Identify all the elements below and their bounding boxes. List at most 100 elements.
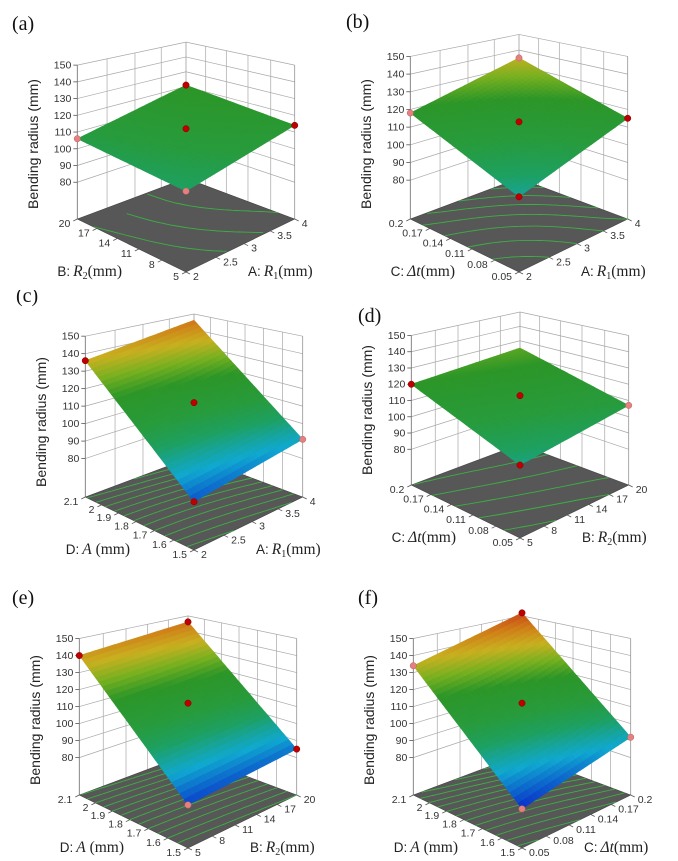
axis2-tick-mark [157,259,162,263]
axis2-tick-mark [468,514,474,518]
axis2-tick-mark [447,504,452,507]
axis2-tick-label: 1.7 [133,530,148,542]
design-point [182,125,190,133]
z-axis-title: Bending radius (mm) [358,79,374,209]
design-point [515,54,523,62]
axis1-tick-label: 17 [616,494,628,506]
axis2-title: B: R2(mm) [57,263,122,282]
z-tick-label: 120 [54,110,72,122]
gridline-z [193,329,303,355]
axis1-tick-label: 14 [264,813,276,825]
axis2-tick-mark [73,218,78,222]
axis1-tick-label: 8 [551,525,557,537]
z-tick-label: 150 [56,633,74,645]
axis1-title-unit: (mm) [280,839,314,856]
design-point [515,118,523,126]
axis2-tick-mark [144,828,149,832]
contour-line [167,790,287,839]
axis2-tick-label: 0.17 [403,494,424,506]
axis2-tick-mark [446,238,451,241]
gridline-z [193,313,303,337]
axis2-title: C: Δt(mm) [392,529,456,546]
axis2-tick-label: 1.5 [172,549,187,561]
design-point [625,401,633,409]
axis2-tick-mark [467,248,473,252]
axis2-tick-mark [189,549,195,553]
response-surface [76,84,296,192]
axis1-tick-mark [270,230,275,234]
z-tick-label: 130 [54,93,72,105]
axis2-tick-mark [169,539,174,543]
axis2-tick-label: 0.08 [467,259,488,271]
z-tick-label: 100 [387,139,405,151]
axis1-tick-label: 4 [302,218,308,230]
contour-line [164,493,294,537]
z-tick-label: 130 [62,366,80,378]
axis1-tick-mark [277,804,282,807]
contour-line [467,239,578,248]
axis1-title: A: R1(mm) [248,263,313,282]
axis1-tick-mark [588,504,593,507]
axis1-title: B: R2(mm) [250,839,315,858]
axis2-tick-label: 1.6 [146,837,161,849]
axis2-tick-label: 1.6 [152,539,167,551]
surface-plot-d: 809010011012013014015058111417200.050.08… [358,305,648,549]
z-tick-label: 90 [68,436,80,448]
z-tick-label: 130 [56,667,74,679]
gridline-z [77,41,187,66]
z-axis-title: Bending radius (mm) [33,357,49,487]
axis2-tick-label: 0.08 [468,525,489,537]
design-point [182,187,190,195]
axis1-tick-label: 4 [635,218,641,230]
axis1-title-subscript: 1 [606,271,611,282]
axis1-tick-label: 3.5 [610,230,625,242]
axis1-title-unit: (mm) [611,263,645,280]
axis2-tick-label: 2 [89,504,95,516]
axis2-tick-mark [490,259,495,263]
design-point [624,114,632,122]
response-surface [410,347,630,466]
axis2-title: D: A (mm) [60,839,124,856]
gridline-z [185,86,295,116]
z-tick-label: 150 [388,330,406,342]
contour-line [177,794,297,844]
z-tick-label: 140 [387,69,405,81]
axis2-tick-label: 0.11 [446,514,466,526]
design-point [406,109,414,117]
axis1-tick-mark [256,814,261,817]
gridline-z [411,311,521,336]
z-axis-title: Bending radius (mm) [25,79,41,209]
axis2-tick-mark [514,271,520,275]
z-tick-label: 150 [54,60,72,72]
z-tick-label: 150 [387,51,405,63]
z-tick-label: 140 [62,348,80,360]
contour-line [427,204,598,214]
axis2-tick-label: 14 [99,237,111,249]
axis1-tick-mark [627,218,632,222]
design-point [75,652,83,659]
surface-plot-c: 809010011012013014015022.533.541.51.61.7… [16,290,321,561]
axis2-tick-mark [92,228,97,231]
panel-label: (d) [358,305,381,327]
z-tick-label: 80 [68,453,80,465]
contour-line [432,465,578,496]
axis1-title-variable: R [265,839,276,856]
design-point [184,801,192,809]
axis2-title-prefix: D: [60,840,74,855]
axis2-title-variable: Δt [406,263,421,280]
contour-line [148,783,268,830]
axis1-tick-label: 17 [284,804,296,816]
z-tick-label: 100 [54,143,72,155]
z-tick-label: 120 [388,379,406,391]
axis1-tick-label: 2.5 [556,256,571,268]
axis1-tick-mark [576,243,582,247]
axis1-tick-label: 4 [310,496,316,508]
z-tick-label: 130 [388,362,406,374]
contour-line [459,195,571,202]
gridline-z [77,86,187,116]
contour-line [126,213,264,234]
axis2-title-unit: (mm) [422,529,456,546]
gridline-z [518,49,628,75]
axis1-title-unit: (mm) [286,541,320,558]
